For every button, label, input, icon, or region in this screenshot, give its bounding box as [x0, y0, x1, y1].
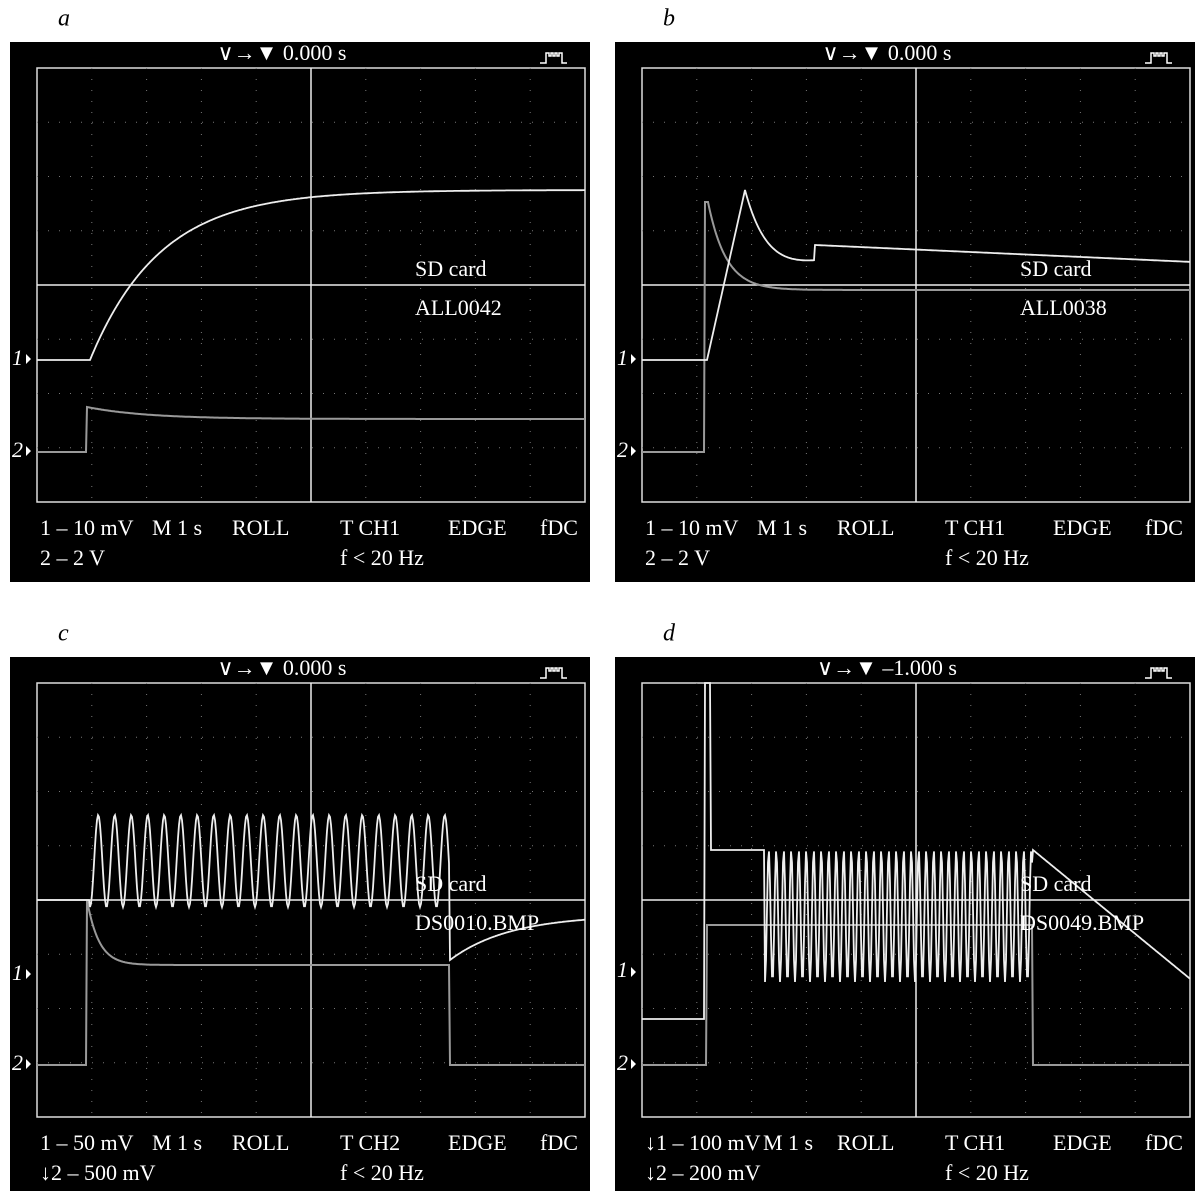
- timebase: M 1 s: [152, 515, 202, 540]
- header: ∨→▼ 0.000 s: [218, 40, 347, 65]
- file-name: ALL0042: [415, 295, 502, 320]
- trigger-type: EDGE: [448, 515, 507, 540]
- ch2-setting: ↓2 – 500 mV: [40, 1160, 156, 1185]
- marker-1: 1: [617, 345, 628, 370]
- file-name: DS0010.BMP: [415, 910, 539, 935]
- coupling: fDC: [540, 1130, 578, 1155]
- ch2-setting: ↓2 – 200 mV: [645, 1160, 761, 1185]
- sd-card: SD card: [415, 871, 486, 896]
- filter: f < 20 Hz: [945, 1160, 1029, 1185]
- marker-2: 2: [617, 1050, 628, 1075]
- trigger-source: T CH1: [945, 1130, 1005, 1155]
- coupling: fDC: [1145, 515, 1183, 540]
- header: ∨→▼ –1.000 s: [817, 655, 957, 680]
- timebase: M 1 s: [763, 1130, 813, 1155]
- file-name: DS0049.BMP: [1020, 910, 1144, 935]
- timebase: M 1 s: [757, 515, 807, 540]
- trigger-source: T CH1: [340, 515, 400, 540]
- scope-screen: ∨→▼ –1.000 s SD card DS0049.BMP 1 2 ↓1 – 100 …: [615, 655, 1195, 1191]
- trigger-source: T CH2: [340, 1130, 400, 1155]
- figure: a ∨→▼ 0.000 s SD card ALL0042 1 2 1 – 10 mV M 1…: [0, 0, 1199, 1191]
- sd-card: SD card: [1020, 871, 1091, 896]
- sd-card: SD card: [1020, 256, 1091, 281]
- filter: f < 20 Hz: [945, 545, 1029, 570]
- coupling: fDC: [1145, 1130, 1183, 1155]
- ch2-setting: 2 – 2 V: [40, 545, 105, 570]
- marker-2: 2: [12, 437, 23, 462]
- screen-bg: [10, 42, 590, 582]
- header: ∨→▼ 0.000 s: [823, 40, 952, 65]
- ch1-setting: ↓1 – 100 mV: [645, 1130, 761, 1155]
- marker-1: 1: [12, 345, 23, 370]
- marker-1: 1: [617, 957, 628, 982]
- header: ∨→▼ 0.000 s: [218, 655, 347, 680]
- trigger-type: EDGE: [448, 1130, 507, 1155]
- filter: f < 20 Hz: [340, 545, 424, 570]
- panel-label: a: [58, 6, 70, 32]
- screen-bg: [615, 42, 1195, 582]
- mode: ROLL: [232, 1130, 289, 1155]
- timebase: M 1 s: [152, 1130, 202, 1155]
- scope-screen: ∨→▼ 0.000 s SD card DS0010.BMP 1 2 1 – 50 mV M…: [10, 655, 590, 1191]
- ch1-setting: 1 – 10 mV: [645, 515, 739, 540]
- mode: ROLL: [837, 1130, 894, 1155]
- trigger-type: EDGE: [1053, 1130, 1112, 1155]
- panel-label: d: [663, 621, 676, 647]
- mode: ROLL: [837, 515, 894, 540]
- ch2-setting: 2 – 2 V: [645, 545, 710, 570]
- marker-1: 1: [12, 960, 23, 985]
- filter: f < 20 Hz: [340, 1160, 424, 1185]
- mode: ROLL: [232, 515, 289, 540]
- marker-2: 2: [12, 1050, 23, 1075]
- ch1-setting: 1 – 10 mV: [40, 515, 134, 540]
- trigger-source: T CH1: [945, 515, 1005, 540]
- coupling: fDC: [540, 515, 578, 540]
- scope-screen: ∨→▼ 0.000 s SD card ALL0042 1 2 1 – 10 mV M 1 …: [10, 40, 590, 582]
- scope-screen: ∨→▼ 0.000 s SD card ALL0038 1 2 1 – 10 mV M 1 …: [615, 40, 1195, 582]
- file-name: ALL0038: [1020, 295, 1107, 320]
- sd-card: SD card: [415, 256, 486, 281]
- marker-2: 2: [617, 437, 628, 462]
- panel-label: b: [663, 6, 675, 32]
- ch1-setting: 1 – 50 mV: [40, 1130, 134, 1155]
- trigger-type: EDGE: [1053, 515, 1112, 540]
- panel-label: c: [58, 621, 69, 647]
